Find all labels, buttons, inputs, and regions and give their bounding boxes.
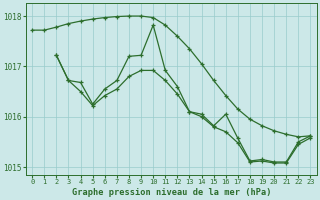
X-axis label: Graphe pression niveau de la mer (hPa): Graphe pression niveau de la mer (hPa) — [72, 188, 271, 197]
